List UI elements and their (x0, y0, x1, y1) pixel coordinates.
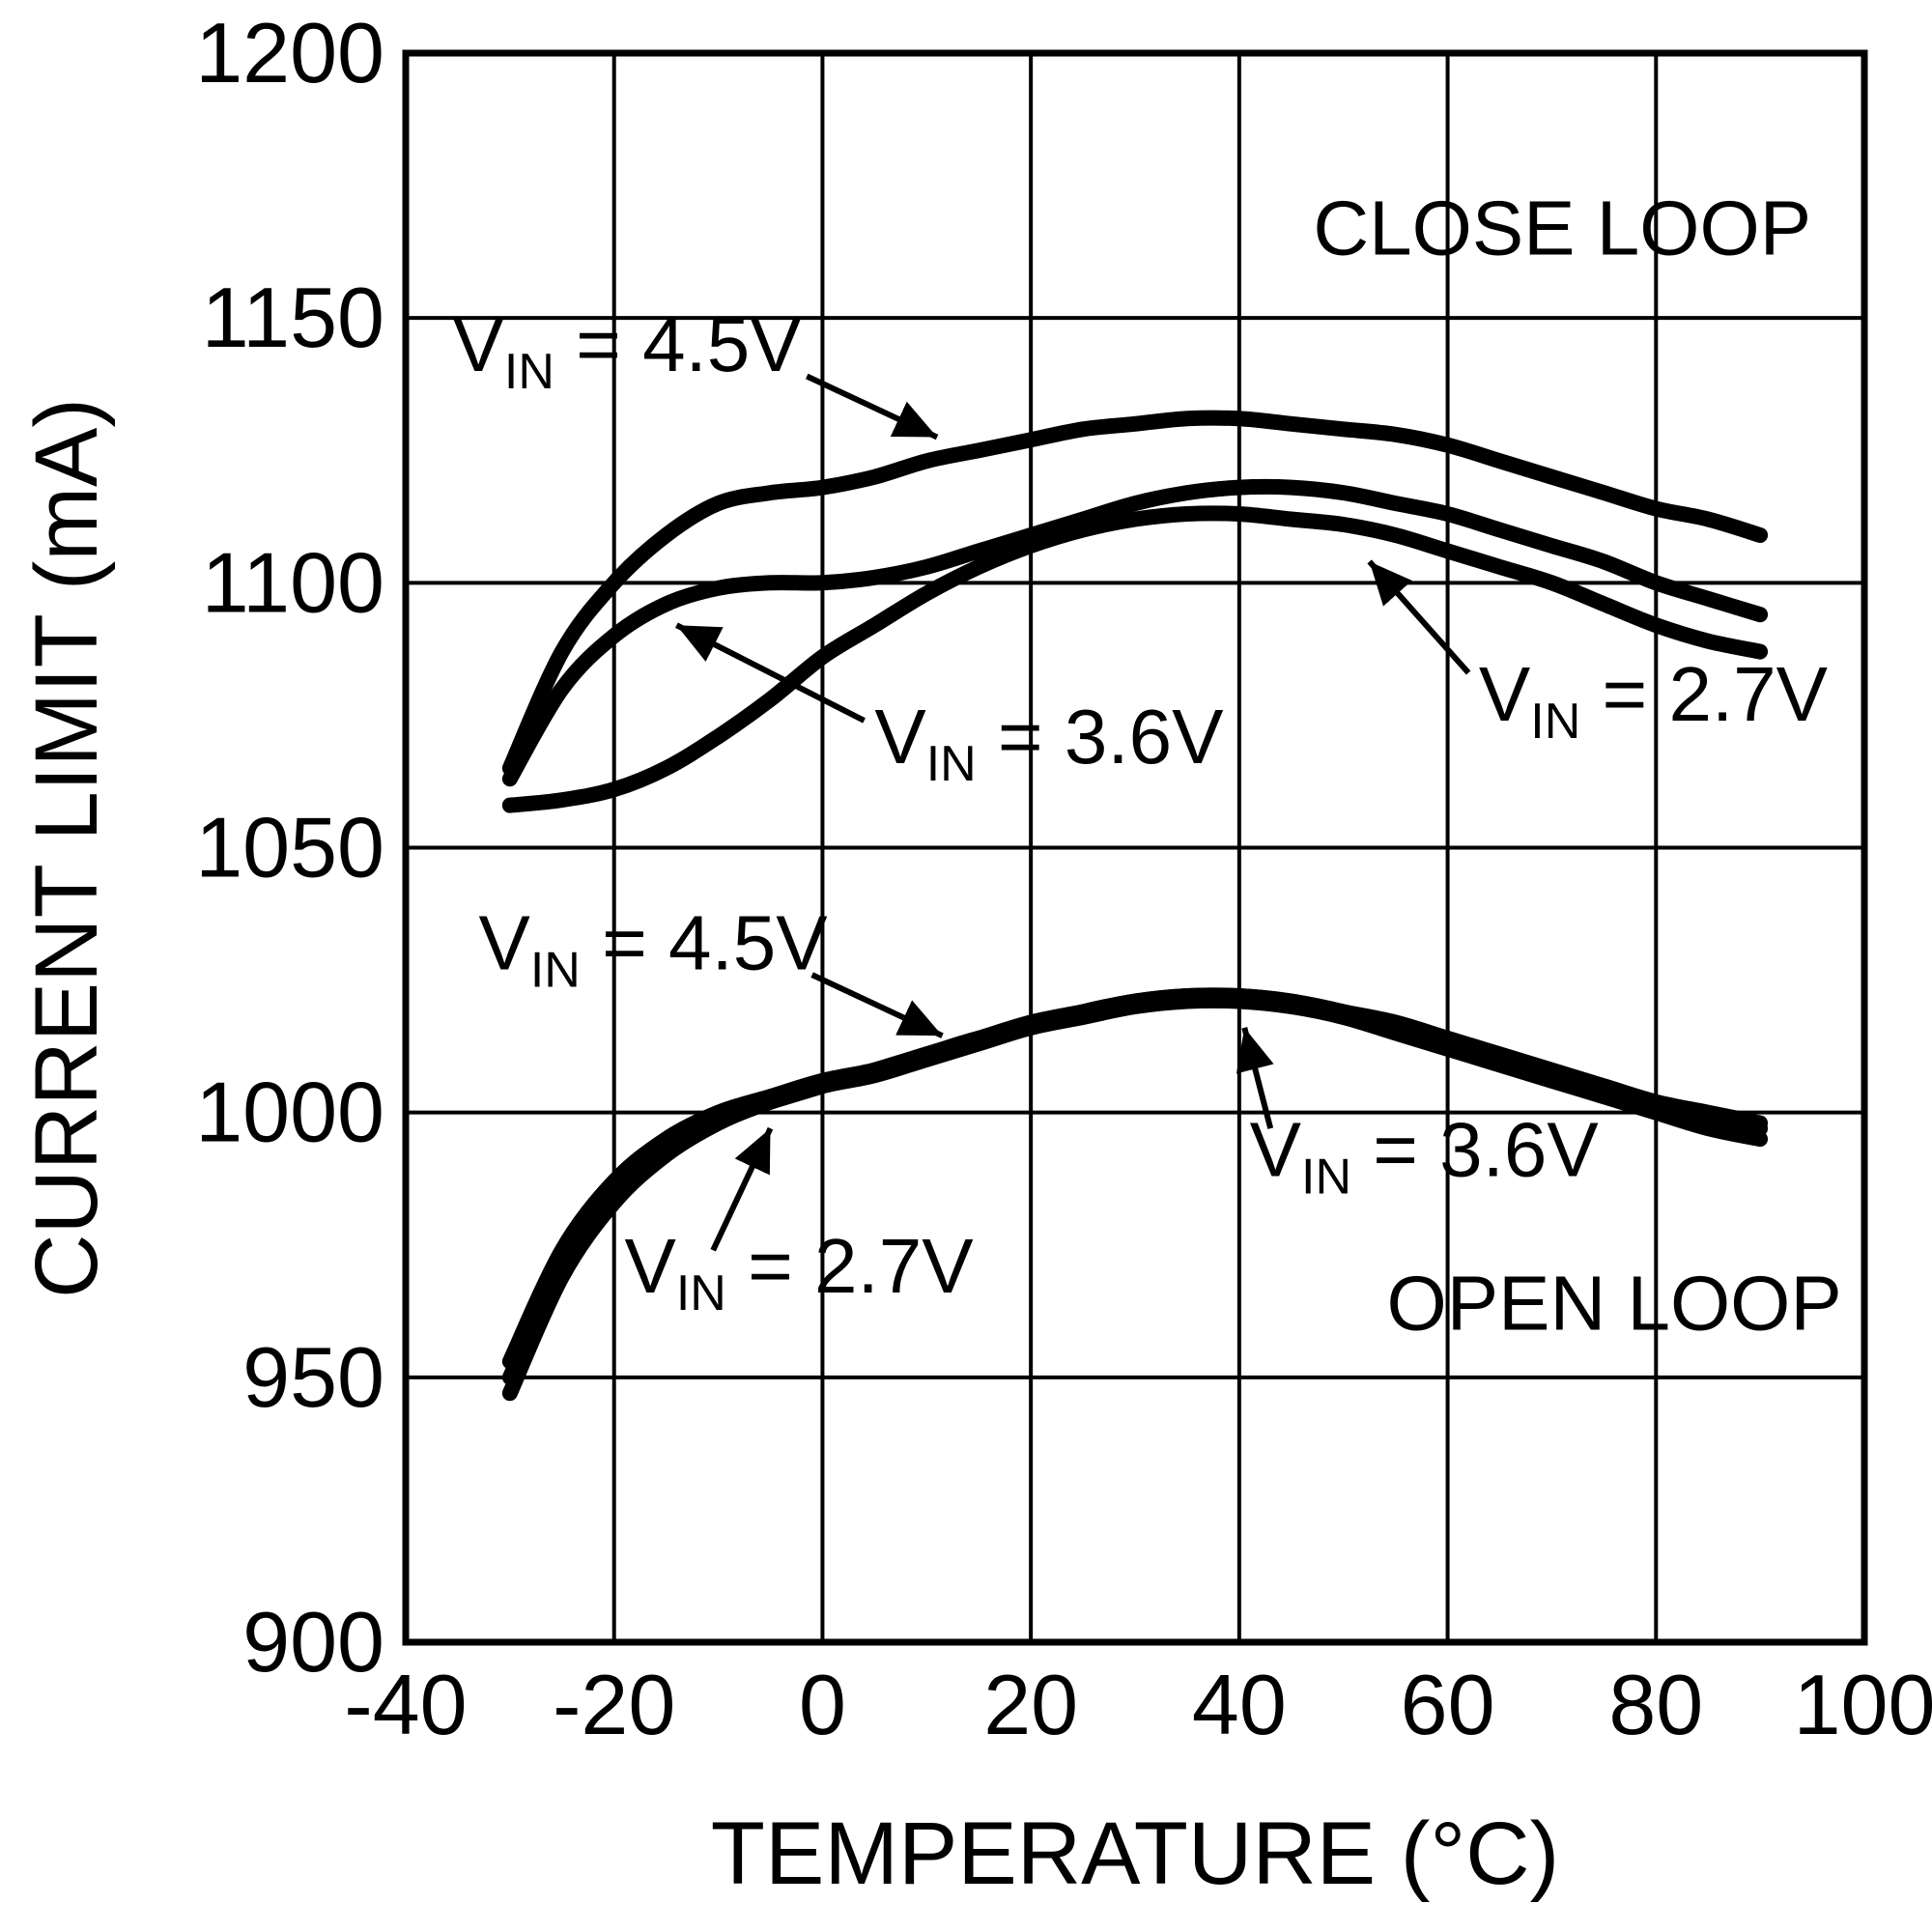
y-tick-label: 900 (242, 1594, 384, 1690)
curve-close-loop-vin-3p6 (501, 478, 1769, 787)
curve-close-loop-vin-4p5 (501, 410, 1769, 777)
axis-tick-labels: -40 -20 0 20 40 60 80 100 900 950 1000 1050 1100 1150… (195, 5, 1932, 1752)
close-vin-2p7-label-arrow (1367, 559, 1471, 675)
close-vin-4p5-label: VIN = 4.5V (453, 301, 803, 400)
open-vin-4p5-label-arrow (810, 972, 944, 1038)
x-tick-label: 20 (983, 1657, 1078, 1752)
x-tick-label: 60 (1401, 1657, 1495, 1752)
open-loop-label: OPEN LOOP (1387, 1260, 1842, 1346)
x-tick-label: 0 (799, 1657, 846, 1752)
y-axis-title: CURRENT LIMIT (mA) (17, 398, 116, 1298)
close-loop-label: CLOSE LOOP (1313, 185, 1811, 270)
data-curves (501, 410, 1769, 1402)
open-vin-3p6-label: VIN = 3.6V (1250, 1106, 1600, 1205)
open-vin-2p7-label: VIN = 2.7V (625, 1223, 975, 1321)
y-tick-label: 1150 (202, 270, 384, 365)
annotations: VIN = 4.5V VIN = 3.6V VIN = 2.7V CLOSE LOOP… (453, 185, 1842, 1346)
curve-close-loop-vin-2p7 (501, 505, 1769, 813)
x-tick-label: 40 (1192, 1657, 1287, 1752)
gridlines (404, 51, 1866, 1644)
open-vin-2p7-label-arrow (710, 1126, 774, 1252)
open-vin-3p6-label-arrow (1236, 1027, 1274, 1129)
x-tick-label: -40 (344, 1657, 467, 1752)
y-tick-label: 1200 (195, 5, 384, 100)
y-tick-label: 1000 (195, 1065, 384, 1160)
close-vin-3p6-label-arrow (675, 622, 866, 724)
y-tick-label: 1050 (195, 800, 384, 895)
x-axis-title: TEMPERATURE (°C) (711, 1804, 1559, 1903)
plot-border (402, 49, 1868, 1646)
y-tick-label: 950 (242, 1329, 384, 1425)
x-tick-label: -20 (553, 1657, 675, 1752)
x-tick-label: 100 (1794, 1657, 1932, 1752)
y-tick-label: 1100 (202, 534, 384, 630)
close-vin-4p5-label-arrow (805, 373, 939, 440)
x-tick-label: 80 (1608, 1657, 1703, 1752)
close-vin-3p6-label: VIN = 3.6V (874, 694, 1224, 792)
curve-open-loop-vin-2p7 (501, 992, 1769, 1402)
open-vin-4p5-label: VIN = 4.5V (479, 900, 829, 999)
close-vin-2p7-label: VIN = 2.7V (1479, 651, 1829, 750)
